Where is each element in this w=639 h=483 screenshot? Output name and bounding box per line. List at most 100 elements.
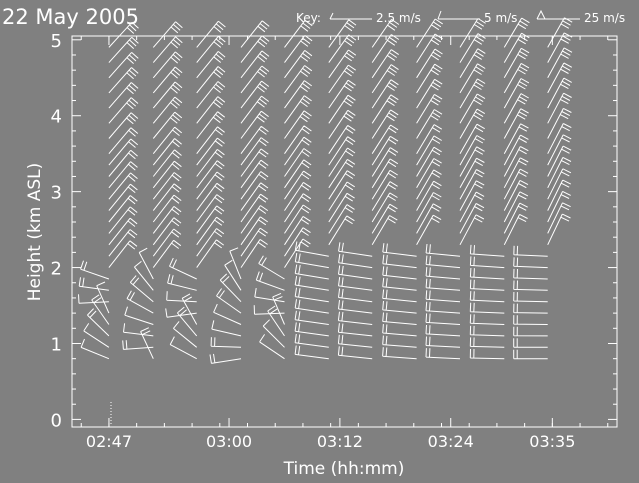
wind-barb — [459, 48, 486, 79]
wind-barb — [134, 261, 154, 291]
wind-barb — [328, 64, 356, 94]
wind-barb — [459, 63, 486, 94]
wind-barb — [294, 264, 329, 280]
wind-barb — [196, 171, 225, 200]
wind-barb — [547, 190, 571, 223]
x-tick-label: 03:35 — [529, 432, 575, 451]
wind-barb — [382, 243, 417, 257]
wind-barb — [152, 217, 182, 246]
wind-barb — [371, 135, 399, 166]
wind-barb — [196, 205, 225, 234]
wind-barb — [196, 126, 225, 155]
wind-barb — [140, 327, 154, 359]
wind-barb — [267, 305, 285, 337]
wind-barb — [416, 48, 443, 79]
wind-barb — [210, 337, 242, 348]
wind-barb — [80, 338, 110, 360]
wind-barb — [513, 280, 548, 291]
wind-barb — [328, 49, 357, 79]
wind-barb — [219, 273, 242, 303]
wind-barb — [196, 239, 224, 268]
x-tick-label: 03:24 — [428, 432, 474, 451]
wind-barb — [503, 93, 529, 124]
wind-barb — [547, 168, 572, 200]
wind-barb — [196, 216, 225, 246]
wind-barb — [294, 299, 329, 314]
wind-barb — [513, 315, 548, 325]
wind-barb — [328, 215, 355, 246]
wind-barb — [211, 320, 242, 337]
wind-barb — [108, 112, 139, 139]
wind-barb — [328, 79, 356, 109]
wind-barb — [294, 322, 329, 337]
wind-barb — [152, 149, 182, 177]
wind-barb — [371, 181, 398, 211]
wind-barb — [425, 290, 461, 303]
wind-barb — [240, 193, 269, 223]
x-tick-label: 02:47 — [86, 432, 132, 451]
wind-barb — [371, 124, 399, 154]
wind-barb — [196, 111, 226, 139]
wind-barb — [196, 182, 225, 211]
wind-barb — [459, 214, 485, 246]
wind-barb — [328, 158, 356, 189]
wind-barb — [469, 337, 505, 348]
wind-barb — [371, 169, 398, 200]
wind-barb — [284, 125, 312, 154]
wind-barb — [371, 94, 399, 124]
wind-barb — [108, 138, 139, 166]
wind-barb — [152, 111, 183, 139]
wind-barb — [108, 172, 138, 200]
wind-barb — [196, 66, 226, 94]
wind-barb — [108, 195, 138, 223]
wind-barb — [416, 180, 442, 211]
wind-barb — [503, 62, 530, 94]
wind-barb — [284, 170, 312, 200]
wind-barb — [165, 308, 197, 318]
wind-barb — [294, 241, 329, 257]
wind-barb — [547, 62, 573, 94]
wind-barb — [328, 147, 356, 177]
wind-barb — [338, 253, 373, 269]
x-axis-title: Time (hh:mm) — [283, 459, 405, 479]
wind-barb — [459, 157, 485, 189]
wind-barb — [503, 78, 530, 109]
wind-barb — [294, 252, 329, 269]
wind-barbs — [78, 17, 573, 364]
wind-barb — [425, 348, 461, 360]
wind-barb — [459, 191, 485, 223]
key-entry-25: 25 m/s — [584, 11, 625, 25]
wind-barb — [181, 293, 198, 325]
wind-barb — [469, 256, 505, 269]
wind-barb — [338, 288, 373, 303]
wind-barb — [240, 125, 269, 154]
wind-barb — [503, 191, 529, 223]
wind-barb — [108, 82, 139, 109]
wind-barb — [547, 107, 572, 139]
wind-barb — [371, 18, 400, 48]
wind-barb — [196, 194, 225, 223]
wind-barb — [503, 213, 528, 246]
wind-barb — [108, 240, 138, 268]
wind-barb — [459, 33, 486, 63]
wind-barb — [416, 192, 442, 223]
wind-barb — [152, 172, 182, 200]
wind-barb — [209, 353, 242, 364]
wind-barb — [152, 138, 182, 166]
wind-barb — [196, 81, 226, 109]
wind-barb — [177, 306, 198, 337]
key-entry-5: 5 m/s — [484, 11, 517, 25]
key-barb-25 — [536, 9, 580, 20]
wind-barb — [108, 52, 139, 79]
wind-barb — [371, 79, 399, 109]
wind-barb — [78, 277, 109, 291]
wind-barb — [416, 18, 443, 48]
wind-barb — [294, 310, 329, 325]
wind-barb — [425, 336, 461, 348]
wind-barb — [284, 34, 313, 63]
wind-barb — [459, 135, 485, 166]
wind-barb — [108, 206, 138, 234]
wind-barb — [338, 300, 373, 314]
wind-barb — [167, 274, 197, 291]
wind-barb — [138, 247, 154, 280]
